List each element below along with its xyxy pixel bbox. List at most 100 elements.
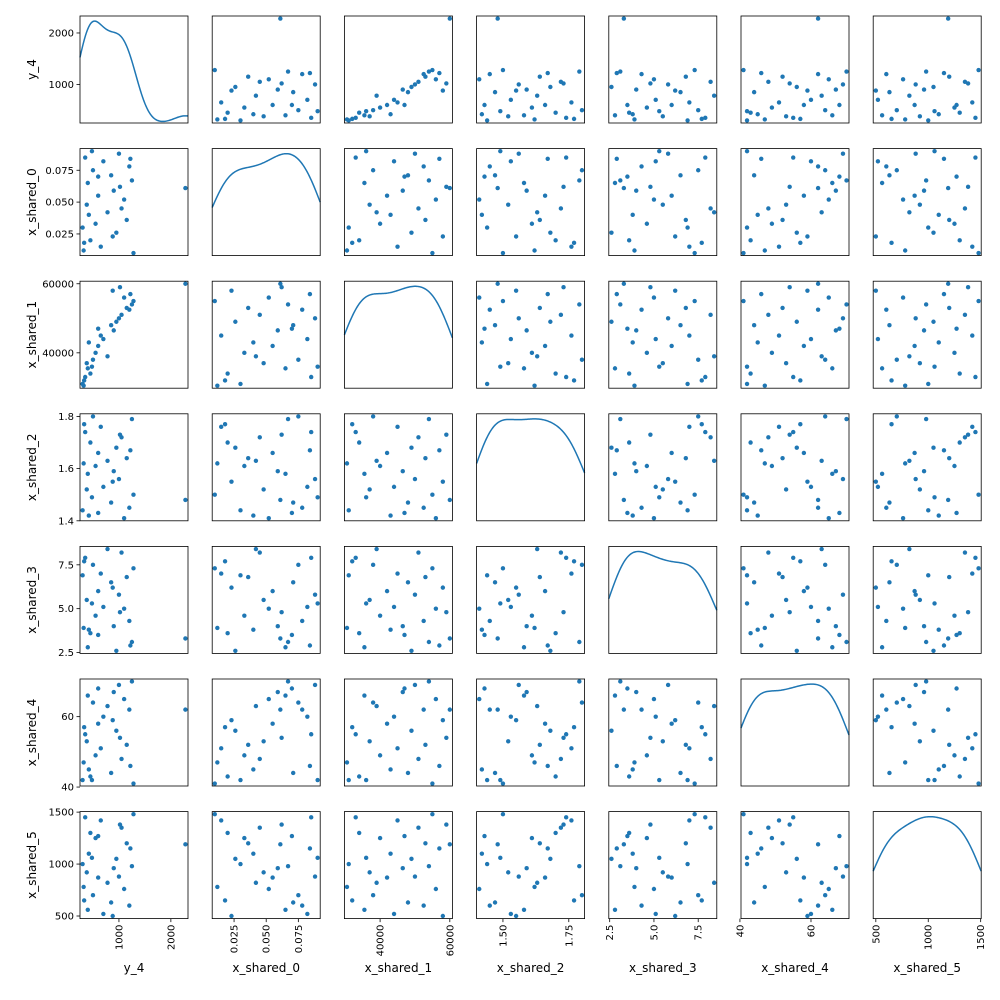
point xyxy=(653,97,658,103)
x-tick-label: 0.050 xyxy=(262,925,273,954)
point xyxy=(696,168,701,173)
point xyxy=(907,458,912,463)
point xyxy=(826,295,831,300)
point xyxy=(907,354,912,359)
point xyxy=(395,100,400,105)
point xyxy=(769,613,775,618)
point xyxy=(90,700,96,705)
point xyxy=(291,900,296,905)
point xyxy=(936,112,941,117)
point xyxy=(121,515,127,521)
point xyxy=(426,178,432,183)
point xyxy=(105,546,110,552)
point xyxy=(119,206,124,211)
point xyxy=(748,440,753,445)
point xyxy=(289,632,295,638)
point xyxy=(127,505,132,510)
point xyxy=(692,298,697,304)
point xyxy=(101,604,106,610)
point xyxy=(412,151,418,156)
cell-frame xyxy=(476,811,586,919)
point xyxy=(683,305,689,311)
point xyxy=(350,725,355,730)
point xyxy=(513,717,519,723)
point xyxy=(826,197,831,202)
point xyxy=(612,693,618,698)
point xyxy=(95,632,101,638)
point xyxy=(495,185,500,191)
point xyxy=(744,573,750,578)
point xyxy=(837,102,842,108)
point xyxy=(711,703,717,709)
point xyxy=(95,510,101,516)
point xyxy=(433,197,439,202)
point xyxy=(108,173,114,178)
point xyxy=(388,627,393,632)
point xyxy=(289,833,295,839)
point xyxy=(634,188,639,193)
point xyxy=(307,643,313,648)
x-axis-label: x_shared_4 xyxy=(761,961,829,975)
kde-curve xyxy=(608,550,718,611)
point xyxy=(498,364,503,369)
point xyxy=(219,571,224,576)
point xyxy=(395,244,400,249)
point xyxy=(95,833,101,839)
y-tick-label: 40 xyxy=(61,783,74,794)
point xyxy=(384,193,390,198)
point xyxy=(696,357,701,362)
point xyxy=(665,316,671,321)
point xyxy=(257,550,262,555)
point xyxy=(529,613,535,618)
point xyxy=(921,689,927,695)
point xyxy=(618,863,623,869)
point xyxy=(837,326,842,331)
point xyxy=(384,102,390,108)
point xyxy=(81,898,87,903)
point xyxy=(932,148,937,154)
point xyxy=(669,721,674,726)
point xyxy=(367,739,372,744)
point xyxy=(116,682,122,688)
point xyxy=(433,606,439,611)
point xyxy=(965,81,971,86)
point xyxy=(907,546,912,552)
point xyxy=(879,645,885,650)
point xyxy=(215,383,220,388)
point xyxy=(257,756,262,762)
point xyxy=(253,703,259,709)
point xyxy=(356,440,362,445)
cell-frame xyxy=(211,15,321,124)
x-tick-label: 0.075 xyxy=(294,925,305,954)
point xyxy=(437,70,442,76)
point xyxy=(229,717,234,723)
point xyxy=(128,763,133,769)
point xyxy=(548,230,553,235)
point xyxy=(500,250,506,256)
point xyxy=(391,604,397,610)
point xyxy=(377,835,383,841)
point xyxy=(669,102,674,108)
point xyxy=(402,510,407,516)
point xyxy=(759,291,764,297)
point xyxy=(129,416,135,422)
point xyxy=(665,151,671,156)
point xyxy=(923,416,929,422)
point xyxy=(748,371,753,376)
point xyxy=(769,221,775,226)
point xyxy=(233,445,238,450)
point xyxy=(537,305,543,311)
point xyxy=(912,588,917,594)
point xyxy=(433,696,439,702)
point xyxy=(917,739,923,744)
point xyxy=(936,627,941,632)
point xyxy=(477,77,482,82)
point xyxy=(495,707,500,712)
point xyxy=(257,825,262,830)
point xyxy=(363,777,369,783)
point xyxy=(632,760,637,765)
x-tick-label: 500 xyxy=(871,925,882,944)
cell-frame xyxy=(740,811,850,919)
point xyxy=(826,77,831,82)
point xyxy=(626,440,632,445)
